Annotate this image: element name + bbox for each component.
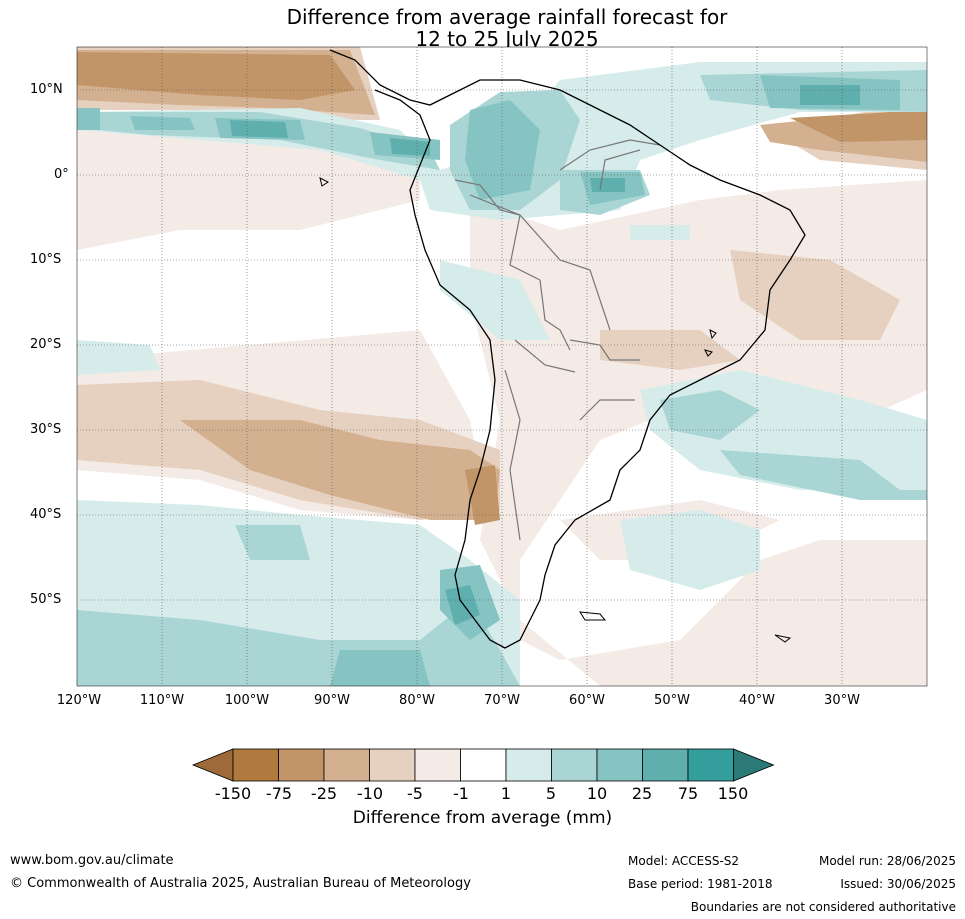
islands-and-details bbox=[319, 177, 792, 643]
colorbar-tick: -10 bbox=[356, 784, 384, 803]
website-link[interactable]: www.bom.gov.au/climate bbox=[10, 853, 174, 868]
colorbar-tick: -75 bbox=[265, 784, 293, 803]
lat-label-50s: 50°S bbox=[30, 592, 62, 607]
lat-label-20s: 20°S bbox=[30, 337, 62, 352]
copyright-text: © Commonwealth of Australia 2025, Austra… bbox=[10, 876, 471, 891]
colorbar-swatch bbox=[323, 748, 370, 782]
lat-label-0: 0° bbox=[54, 167, 69, 182]
colorbar-tick: 150 bbox=[717, 784, 749, 803]
colorbar-label: Difference from average (mm) bbox=[352, 808, 613, 828]
south-america-coastline bbox=[329, 49, 806, 649]
map-frame bbox=[76, 46, 928, 687]
colorbar-swatch bbox=[414, 748, 461, 782]
colorbar-swatch bbox=[232, 748, 279, 782]
map-area bbox=[77, 47, 927, 686]
colorbar-tick: -150 bbox=[214, 784, 252, 803]
lon-label-40w: 40°W bbox=[739, 693, 775, 708]
colorbar-tick: 5 bbox=[545, 784, 557, 803]
lon-label-70w: 70°W bbox=[484, 693, 520, 708]
rainfall-anomaly-map bbox=[76, 46, 928, 687]
lon-label-100w: 100°W bbox=[224, 693, 270, 708]
lon-label-120w: 120°W bbox=[56, 693, 102, 708]
colorbar-tick: -5 bbox=[407, 784, 423, 803]
lon-label-60w: 60°W bbox=[569, 693, 605, 708]
colorbar-swatch bbox=[460, 748, 507, 782]
model-name: Model: ACCESS-S2 bbox=[628, 854, 740, 868]
lon-label-50w: 50°W bbox=[654, 693, 690, 708]
country-borders bbox=[454, 139, 661, 541]
colorbar-swatch bbox=[278, 748, 325, 782]
colorbar-swatch bbox=[551, 748, 598, 782]
graticule bbox=[77, 47, 927, 686]
colorbar-tick: -1 bbox=[453, 784, 469, 803]
colorbar-swatch bbox=[642, 748, 689, 782]
lon-label-30w: 30°W bbox=[824, 693, 860, 708]
colorbar-tick: 25 bbox=[631, 784, 653, 803]
colorbar-swatch bbox=[596, 748, 643, 782]
lat-label-40s: 40°S bbox=[30, 507, 62, 522]
colorbar-extend-low bbox=[191, 748, 234, 782]
colorbar-tick: -25 bbox=[310, 784, 338, 803]
colorbar-swatch bbox=[687, 748, 734, 782]
lat-label-30s: 30°S bbox=[30, 422, 62, 437]
colorbar-tick: 10 bbox=[586, 784, 608, 803]
boundaries-disclaimer: Boundaries are not considered authoritat… bbox=[690, 900, 956, 914]
colorbar-swatch bbox=[505, 748, 552, 782]
lon-label-80w: 80°W bbox=[399, 693, 435, 708]
colorbar-tick: 75 bbox=[677, 784, 699, 803]
map-title-line-2: 12 to 25 July 2025 bbox=[415, 27, 599, 51]
lon-label-90w: 90°W bbox=[314, 693, 350, 708]
base-period: Base period: 1981-2018 bbox=[628, 877, 773, 891]
issued-date: Issued: 30/06/2025 bbox=[840, 877, 956, 891]
lat-label-10n: 10°N bbox=[30, 82, 63, 97]
colorbar-swatch bbox=[369, 748, 416, 782]
colorbar-extend-high bbox=[733, 748, 775, 782]
lat-label-10s: 10°S bbox=[30, 252, 62, 267]
colorbar-tick: 1 bbox=[500, 784, 512, 803]
map-title-line-1: Difference from average rainfall forecas… bbox=[286, 5, 728, 29]
model-run-date: Model run: 28/06/2025 bbox=[818, 854, 956, 868]
lon-label-110w: 110°W bbox=[139, 693, 185, 708]
anomaly-minus-25-to-minus-75 bbox=[77, 52, 927, 525]
